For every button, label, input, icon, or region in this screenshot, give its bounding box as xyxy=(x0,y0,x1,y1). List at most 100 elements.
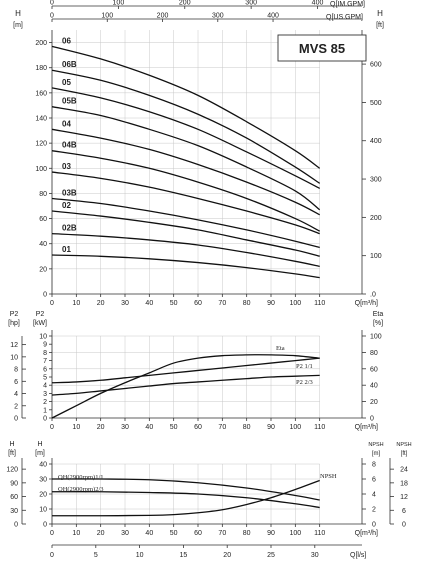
head-y-axis-label: H xyxy=(15,9,21,18)
head-curve-label: 06B xyxy=(62,60,77,69)
power-kw-tick-label: 1 xyxy=(43,407,47,414)
head-y-tick-label: 120 xyxy=(35,141,47,148)
ls-axis-label: Q[l/s] xyxy=(350,552,366,559)
npsh-ft-tick-label: 6 xyxy=(402,508,406,515)
head-y-tick-label: 140 xyxy=(35,116,47,123)
eta-axis-label: Eta xyxy=(373,311,384,318)
power-kw-tick-label: 8 xyxy=(43,350,47,357)
qh-x-tick-label: 30 xyxy=(121,530,129,537)
power-x-tick-label: 60 xyxy=(194,424,202,431)
qh-h-tick-label: 30 xyxy=(39,477,47,484)
head-x-tick-label: 80 xyxy=(243,300,251,307)
head-y-tick-label: 20 xyxy=(39,266,47,273)
power-x-tick-label: 80 xyxy=(243,424,251,431)
qh-twothirds-curve-label: QH(2900rpm)2/3 xyxy=(58,486,104,493)
head-curve-label: 02B xyxy=(62,224,77,233)
qh-x-axis-label: Q[m³/h] xyxy=(355,530,378,537)
head-x-tick-label: 20 xyxy=(97,300,105,307)
qh-ft-tick-label: 0 xyxy=(14,522,18,529)
head-ft-tick-label: 200 xyxy=(370,215,382,222)
head-x-tick-label: 90 xyxy=(267,300,275,307)
eta-tick-label: 100 xyxy=(370,334,382,341)
power-x-tick-label: 10 xyxy=(72,424,80,431)
power-hp-tick-label: 12 xyxy=(10,342,18,349)
head-y-tick-label: 0 xyxy=(43,292,47,299)
head-ft-tick-label: 300 xyxy=(370,177,382,184)
head-curve-label: 05 xyxy=(62,78,71,87)
qh-ft-tick-label: 90 xyxy=(10,480,18,487)
us-tick-label: 100 xyxy=(101,13,113,20)
head-curve-label: 03B xyxy=(62,188,77,197)
ls-tick-label: 15 xyxy=(180,552,188,559)
us-tick-label: 200 xyxy=(157,13,169,20)
npsh-m-tick-label: 2 xyxy=(372,507,376,514)
ls-tick-label: 30 xyxy=(311,552,319,559)
qh-h-axis-label: H xyxy=(37,441,42,448)
head-curve-03 xyxy=(51,171,320,235)
head-ft-tick-label: .0 xyxy=(370,292,376,299)
power-x-tick-label: 70 xyxy=(218,424,226,431)
head-ft-axis-unit: [ft] xyxy=(376,22,384,29)
eta-tick-label: 40 xyxy=(370,383,378,390)
head-curve-04B xyxy=(51,150,320,232)
power-x-tick-label: 20 xyxy=(97,424,105,431)
power-kw-tick-label: 3 xyxy=(43,391,47,398)
power-hp-tick-label: 4 xyxy=(14,391,18,398)
head-ft-tick-label: 400 xyxy=(370,138,382,145)
head-curve-02 xyxy=(51,210,320,257)
power-kw-tick-label: 7 xyxy=(43,358,47,365)
power-x-tick-label: 50 xyxy=(170,424,178,431)
npsh-ft-axis-unit: [ft] xyxy=(401,451,408,457)
head-curve-label: 02 xyxy=(62,201,71,210)
power-kw-tick-label: 2 xyxy=(43,399,47,406)
ls-tick-label: 5 xyxy=(94,552,98,559)
head-ft-tick-label: 600 xyxy=(370,62,382,69)
power-curve-P2-1-1 xyxy=(51,357,320,384)
qh-h-axis-unit: [m] xyxy=(35,450,45,457)
head-curve-02B xyxy=(51,233,320,267)
npsh-m-tick-label: 4 xyxy=(372,492,376,499)
power-kw-axis-label: P2 xyxy=(36,311,45,318)
eta-axis-unit: [%] xyxy=(373,320,383,327)
qh-x-tick-label: 50 xyxy=(170,530,178,537)
head-x-tick-label: 0 xyxy=(50,300,54,307)
power-kw-tick-label: 0 xyxy=(43,416,47,423)
power-kw-tick-label: 9 xyxy=(43,342,47,349)
npsh-m-tick-label: 6 xyxy=(372,477,376,484)
head-x-tick-label: 30 xyxy=(121,300,129,307)
qh-ft-tick-label: 30 xyxy=(10,508,18,515)
ls-tick-label: 10 xyxy=(136,552,144,559)
qh-x-tick-label: 10 xyxy=(72,530,80,537)
npsh-curve-label: NPSH xyxy=(320,473,337,480)
power-kw-tick-label: 6 xyxy=(43,366,47,373)
head-y-tick-label: 200 xyxy=(35,40,47,47)
ls-tick-label: 20 xyxy=(223,552,231,559)
power-hp-tick-label: 10 xyxy=(10,354,18,361)
power-x-tick-label: 30 xyxy=(121,424,129,431)
power-kw-tick-label: 5 xyxy=(43,375,47,382)
imperial-tick-label: 200 xyxy=(179,0,191,7)
power-hp-axis-unit: [hp] xyxy=(8,320,20,327)
model-title: MVS 85 xyxy=(299,41,345,56)
head-curve-label: 04 xyxy=(62,119,71,128)
qh-x-tick-label: 110 xyxy=(314,530,325,537)
imperial-tick-label: 400 xyxy=(312,0,324,7)
qh-x-tick-label: 60 xyxy=(194,530,202,537)
qh-x-tick-label: 90 xyxy=(267,530,275,537)
qh-curve-NPSH xyxy=(51,479,320,517)
head-curve-03B xyxy=(51,197,320,249)
head-curve-05 xyxy=(51,87,320,189)
ls-tick-label: 25 xyxy=(267,552,275,559)
head-curve-01 xyxy=(51,254,320,279)
qh-curve-QH-2900rpm-2-3 xyxy=(51,491,320,509)
qh-full-curve-label: QH(2900rpm)1/1 xyxy=(58,474,104,481)
head-y-tick-label: 160 xyxy=(35,90,47,97)
npsh-ft-tick-label: 24 xyxy=(400,467,408,474)
power-hp-tick-label: 2 xyxy=(14,403,18,410)
npsh-m-axis-unit: [m] xyxy=(372,451,381,457)
head-curve-06B xyxy=(51,69,321,184)
npsh-m-tick-label: 0 xyxy=(372,522,376,529)
head-x-tick-label: 10 xyxy=(72,300,80,307)
power-x-tick-label: 110 xyxy=(314,424,325,431)
